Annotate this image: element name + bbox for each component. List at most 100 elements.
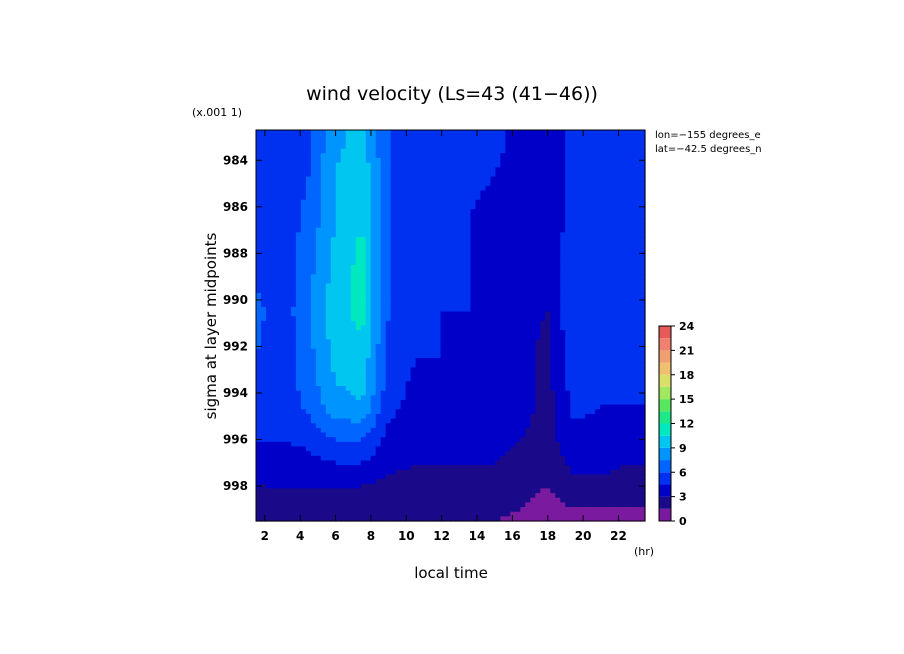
heatmap-cell — [415, 251, 422, 257]
heatmap-cell — [460, 413, 467, 420]
heatmap-cell — [420, 413, 427, 420]
heatmap-cell — [545, 372, 551, 378]
heatmap-cell — [595, 395, 601, 401]
heatmap-cell — [410, 162, 417, 168]
heatmap-cell — [270, 362, 277, 368]
heatmap-cell — [605, 130, 611, 136]
heatmap-cell — [535, 353, 541, 359]
heatmap-cell — [370, 251, 377, 257]
heatmap-cell — [605, 274, 611, 280]
heatmap-cell — [435, 162, 442, 168]
heatmap-cell — [305, 381, 312, 387]
heatmap-cell — [310, 386, 317, 392]
heatmap-cell — [400, 413, 407, 420]
heatmap-cell — [470, 306, 477, 313]
heatmap-cell — [330, 358, 337, 364]
heatmap-cell — [275, 330, 282, 336]
heatmap-cell — [560, 376, 566, 382]
heatmap-cell — [520, 306, 526, 313]
heatmap-cell — [595, 409, 601, 415]
heatmap-cell — [410, 283, 417, 289]
heatmap-cell — [285, 199, 292, 206]
heatmap-cell — [535, 283, 541, 289]
heatmap-cell — [485, 395, 491, 401]
heatmap-cell — [490, 413, 496, 420]
heatmap-cell — [290, 143, 297, 150]
heatmap-cell — [290, 181, 297, 187]
heatmap-cell — [360, 325, 367, 331]
heatmap-cell — [440, 367, 447, 373]
heatmap-cell — [375, 386, 382, 392]
heatmap-cell — [360, 209, 367, 215]
heatmap-cell — [300, 292, 307, 299]
heatmap-cell — [360, 330, 367, 336]
heatmap-cell — [370, 167, 377, 173]
heatmap-cell — [475, 264, 482, 271]
heatmap-cell — [475, 418, 482, 424]
heatmap-cell — [530, 185, 536, 192]
heatmap-cell — [365, 260, 372, 266]
heatmap-cell — [515, 255, 521, 261]
heatmap-cell — [620, 223, 626, 229]
heatmap-cell — [355, 306, 362, 313]
heatmap-cell — [256, 246, 262, 252]
heatmap-cell — [630, 190, 636, 196]
heatmap-cell — [460, 134, 467, 140]
heatmap-cell — [345, 344, 352, 350]
heatmap-cell — [485, 223, 491, 229]
heatmap-cell — [256, 278, 262, 285]
heatmap-cell — [425, 367, 432, 373]
heatmap-cell — [635, 386, 641, 392]
heatmap-cell — [305, 162, 312, 168]
heatmap-cell — [590, 418, 596, 424]
heatmap-cell — [490, 320, 496, 327]
heatmap-cell — [605, 218, 611, 224]
heatmap-cell — [585, 162, 591, 168]
heatmap-cell — [595, 274, 601, 280]
heatmap-cell — [540, 283, 546, 289]
heatmap-cell — [295, 153, 302, 159]
heatmap-cell — [380, 251, 387, 257]
heatmap-cell — [565, 358, 571, 364]
heatmap-cell — [440, 325, 447, 331]
heatmap-cell — [375, 143, 382, 150]
heatmap-cell — [375, 330, 382, 336]
heatmap-cell — [370, 376, 377, 382]
heatmap-cell — [615, 320, 621, 327]
heatmap-cell — [450, 297, 457, 303]
heatmap-cell — [585, 143, 591, 150]
heatmap-cell — [455, 213, 462, 220]
heatmap-cell — [510, 381, 516, 387]
heatmap-cell — [380, 386, 387, 392]
heatmap-cell — [580, 376, 586, 382]
heatmap-cell — [555, 413, 561, 420]
heatmap-cell — [520, 334, 526, 341]
heatmap-cell — [355, 367, 362, 373]
heatmap-cell — [335, 246, 342, 252]
heatmap-cell — [590, 204, 596, 210]
heatmap-cell — [600, 413, 606, 420]
heatmap-cell — [450, 218, 457, 224]
heatmap-cell — [620, 251, 626, 257]
heatmap-cell — [635, 311, 641, 317]
heatmap-cell — [310, 358, 317, 364]
heatmap-cell — [515, 320, 521, 327]
heatmap-cell — [270, 134, 277, 140]
heatmap-cell — [310, 241, 317, 247]
heatmap-cell — [385, 358, 392, 364]
heatmap-cell — [335, 334, 342, 341]
heatmap-cell — [610, 251, 616, 257]
heatmap-cell — [605, 167, 611, 173]
heatmap-cell — [305, 167, 312, 173]
heatmap-cell — [390, 283, 397, 289]
heatmap-cell — [525, 316, 531, 322]
heatmap-cell — [335, 306, 342, 313]
heatmap-cell — [455, 292, 462, 299]
heatmap-cell — [495, 390, 501, 396]
heatmap-cell — [505, 227, 511, 233]
heatmap-cell — [410, 413, 417, 420]
heatmap-cell — [315, 297, 322, 303]
heatmap-cell — [640, 255, 646, 261]
heatmap-cell — [440, 232, 447, 238]
heatmap-cell — [445, 376, 452, 382]
